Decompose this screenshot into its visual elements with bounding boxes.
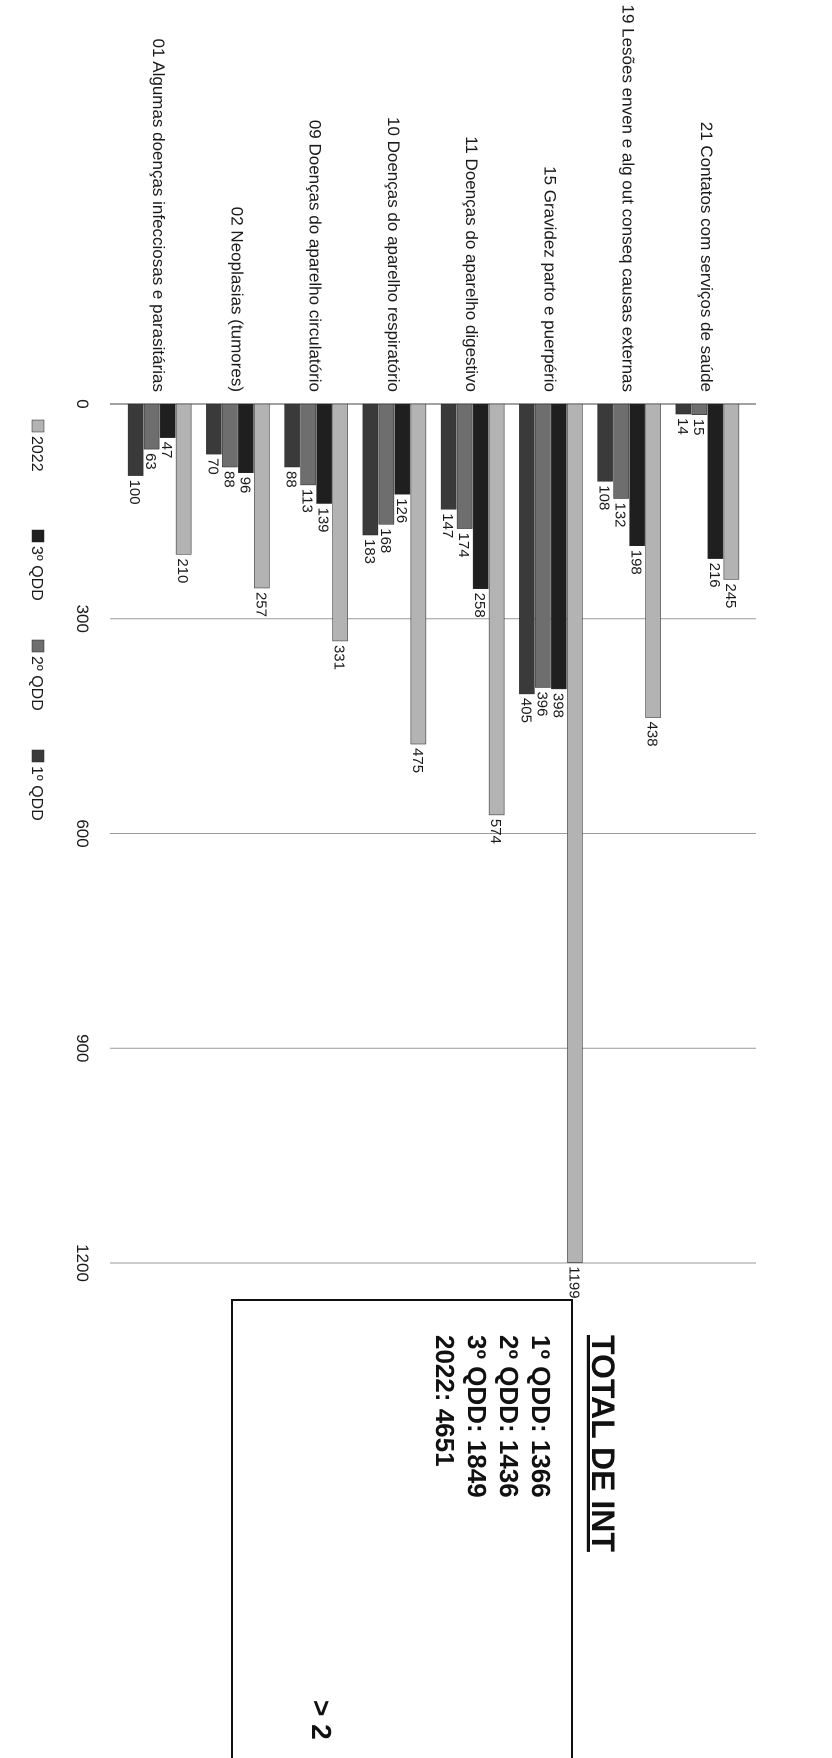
bar-3o-QDD bbox=[394, 403, 411, 495]
data-label: 245 bbox=[722, 583, 739, 608]
category-label: 01 Algumas doenças infecciosas e parasit… bbox=[149, 39, 168, 392]
data-label: 475 bbox=[409, 748, 426, 773]
data-label: 396 bbox=[533, 691, 550, 716]
totals-line-4: 2022: 4651 bbox=[430, 1335, 460, 1467]
tick-label: 0 bbox=[73, 399, 92, 408]
data-label: 168 bbox=[377, 528, 394, 553]
bar-2022 bbox=[410, 403, 427, 745]
data-label: 257 bbox=[252, 592, 269, 617]
data-label: 126 bbox=[393, 498, 410, 523]
bar-1o-QDD bbox=[127, 403, 144, 476]
data-label: 216 bbox=[706, 563, 723, 588]
bar-2o-QDD bbox=[143, 403, 160, 450]
legend-swatch bbox=[31, 749, 45, 763]
data-label: 405 bbox=[517, 698, 534, 723]
data-label: 331 bbox=[331, 645, 348, 670]
legend-swatch bbox=[31, 529, 45, 543]
bar-2o-QDD bbox=[613, 403, 629, 499]
bar-2o-QDD bbox=[222, 403, 238, 468]
bar-2022 bbox=[254, 403, 270, 589]
data-label: 96 bbox=[236, 477, 253, 494]
bar-3o-QDD bbox=[629, 403, 645, 546]
data-label: 574 bbox=[487, 819, 504, 844]
data-label: 132 bbox=[612, 502, 629, 527]
tick-label: 1200 bbox=[73, 1244, 92, 1282]
x-axis-ticks: 0 300 600 900 1200 bbox=[73, 399, 92, 1282]
category-label: 19 Lesões enven e alg out conseq causas … bbox=[619, 5, 638, 393]
bar-3o-QDD bbox=[551, 403, 567, 690]
data-label: 14 bbox=[674, 418, 691, 435]
data-label: 174 bbox=[455, 533, 472, 558]
legend: 2022 3º QDD 2º QDD 1º QDD bbox=[28, 419, 45, 821]
category-label: 11 Doenças do aparelho digestivo bbox=[462, 136, 481, 392]
legend-label: 2022 bbox=[28, 436, 45, 472]
bar-2022 bbox=[175, 403, 192, 555]
bar-2022 bbox=[645, 403, 661, 718]
data-label: 438 bbox=[644, 722, 661, 747]
totals-box-frame bbox=[231, 1299, 573, 1758]
category-label: 09 Doenças do aparelho circulatório bbox=[306, 120, 325, 392]
legend-label: 2º QDD bbox=[28, 656, 45, 711]
legend-swatch bbox=[31, 639, 45, 653]
data-label: 1199 bbox=[565, 1266, 582, 1298]
bar-2022 bbox=[567, 403, 583, 1263]
data-label: 70 bbox=[204, 458, 221, 475]
data-label: 258 bbox=[471, 593, 488, 618]
legend-label: 3º QDD bbox=[28, 546, 45, 601]
bar-3o-QDD bbox=[159, 403, 176, 438]
data-label: 398 bbox=[549, 693, 566, 718]
data-label: 100 bbox=[126, 480, 143, 505]
totals-note: > 2 bbox=[306, 1700, 337, 1740]
bar-2022 bbox=[488, 403, 505, 816]
category-labels: 21 Contatos com serviços de saúde 19 Lesõ… bbox=[149, 5, 716, 393]
data-label: 88 bbox=[220, 471, 237, 488]
category-label: 02 Neoplasias (tumores) bbox=[227, 207, 246, 392]
bar-1o-QDD bbox=[597, 403, 613, 482]
data-label: 198 bbox=[628, 550, 645, 575]
bar-2o-QDD bbox=[456, 403, 473, 529]
legend-label: 1º QDD bbox=[28, 766, 45, 821]
tick-label: 900 bbox=[73, 1034, 92, 1062]
data-label: 47 bbox=[158, 442, 175, 459]
bar-2022 bbox=[723, 403, 740, 580]
legend-swatch bbox=[31, 419, 45, 433]
data-label: 147 bbox=[439, 513, 456, 538]
bar-1o-QDD bbox=[284, 403, 300, 468]
data-label: 108 bbox=[596, 485, 613, 510]
bar-1o-QDD bbox=[440, 403, 457, 510]
data-label: 210 bbox=[174, 558, 191, 583]
data-label: 15 bbox=[690, 419, 707, 436]
data-label: 88 bbox=[283, 471, 300, 488]
bar-3o-QDD bbox=[472, 403, 489, 589]
totals-box: TOTAL DE INT 1º QDD: 1366 2º QDD: 1436 3… bbox=[231, 1299, 621, 1758]
tick-label: 600 bbox=[73, 819, 92, 847]
bar-1o-QDD bbox=[519, 403, 535, 695]
category-label: 15 Gravidez parto e puerpério bbox=[540, 166, 559, 392]
totals-heading: TOTAL DE INT bbox=[585, 1335, 621, 1552]
bar-2o-QDD bbox=[300, 403, 316, 486]
totals-line-1: 1º QDD: 1366 bbox=[526, 1335, 556, 1498]
category-label: 10 Doenças do aparelho respiratório bbox=[384, 117, 403, 392]
bar-2o-QDD bbox=[535, 403, 551, 688]
data-label: 63 bbox=[142, 453, 159, 470]
bar-1o-QDD bbox=[362, 403, 379, 536]
data-label: 139 bbox=[315, 508, 332, 533]
bar-3o-QDD bbox=[316, 403, 332, 504]
bar-2o-QDD bbox=[691, 403, 708, 415]
bar-3o-QDD bbox=[707, 403, 724, 559]
bar-3o-QDD bbox=[238, 403, 254, 473]
bar-1o-QDD bbox=[675, 403, 692, 415]
category-label: 21 Contatos com serviços de saúde bbox=[697, 122, 716, 392]
bar-2o-QDD bbox=[378, 403, 395, 525]
data-label: 183 bbox=[361, 539, 378, 564]
bar-2022 bbox=[332, 403, 348, 642]
tick-label: 300 bbox=[73, 605, 92, 633]
totals-line-3: 3º QDD: 1849 bbox=[462, 1335, 492, 1498]
data-label: 113 bbox=[299, 489, 316, 513]
totals-line-2: 2º QDD: 1436 bbox=[494, 1335, 524, 1498]
bar-1o-QDD bbox=[206, 403, 222, 455]
